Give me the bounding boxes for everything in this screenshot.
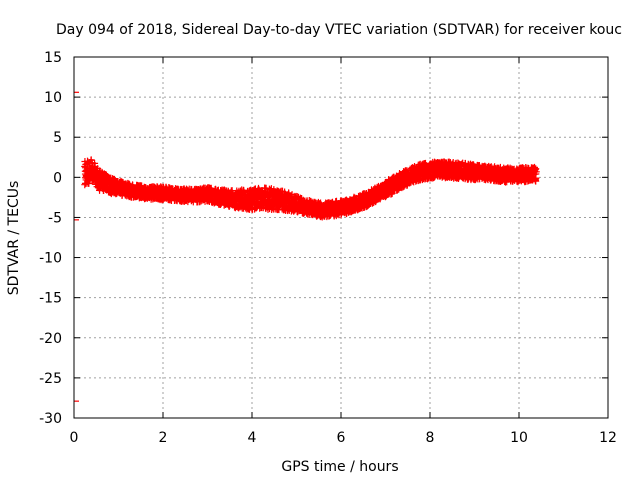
y-tick-label: 0 (53, 170, 62, 186)
x-tick-label: 12 (599, 430, 617, 446)
y-tick-label: -30 (39, 411, 62, 427)
x-tick-label: 6 (337, 430, 346, 446)
data-series (74, 91, 540, 402)
y-axis-label: SDTVAR / TECUs (6, 181, 22, 296)
x-tick-label: 4 (248, 430, 257, 446)
y-tick-label: -5 (48, 210, 62, 226)
y-tick-label: -25 (39, 371, 62, 387)
x-tick-label: 0 (70, 430, 79, 446)
y-tick-label: -10 (39, 251, 62, 267)
x-axis-label: GPS time / hours (281, 459, 398, 475)
x-tick-label: 2 (159, 430, 168, 446)
chart-title: Day 094 of 2018, Sidereal Day-to-day VTE… (56, 22, 622, 38)
data-point (281, 188, 289, 196)
axis-ticks: 0 2 4 6 8 10 12 -30 -25 -20 -15 -10 -5 0 5 10 15 (39, 50, 617, 446)
x-tick-label: 10 (510, 430, 528, 446)
y-tick-label: 10 (44, 90, 62, 106)
y-tick-label: -15 (39, 291, 62, 307)
x-tick-label: 8 (426, 430, 435, 446)
data-point (532, 168, 540, 176)
data-point (337, 211, 345, 219)
grid (74, 57, 608, 418)
data-point (365, 200, 373, 208)
data-point (388, 189, 396, 197)
y-tick-label: -20 (39, 331, 62, 347)
data-point (531, 177, 539, 185)
y-tick-label: 5 (53, 130, 62, 146)
y-tick-label: 15 (44, 50, 62, 66)
